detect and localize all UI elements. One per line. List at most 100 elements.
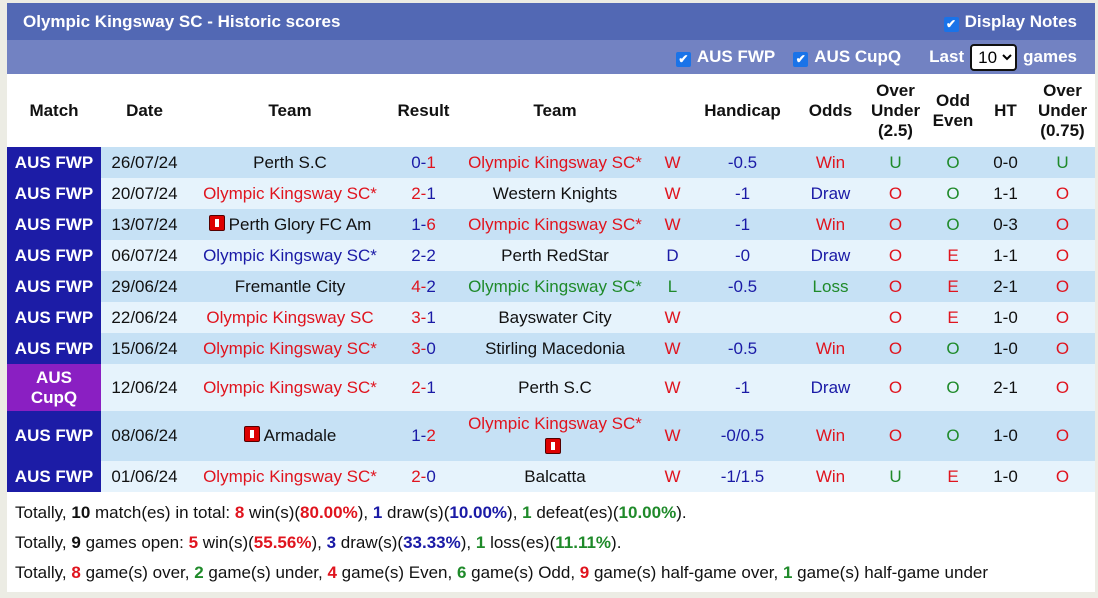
over-under-075-value: O xyxy=(1030,178,1095,209)
half-time-score: 1-0 xyxy=(981,333,1030,364)
home-team-cell[interactable]: Olympic Kingsway SC* xyxy=(188,240,392,271)
checkbox-checked-icon[interactable]: ✔ xyxy=(793,52,809,67)
odd-even-value: E xyxy=(925,240,981,271)
filter-aus-cupq[interactable]: ✔ AUS CupQ xyxy=(793,47,901,67)
odds-result: Draw xyxy=(795,240,866,271)
away-team-cell[interactable]: Olympic Kingsway SC* xyxy=(455,147,655,178)
home-team-cell[interactable]: Perth S.C xyxy=(188,147,392,178)
odd-even-value: E xyxy=(925,302,981,333)
odds-result xyxy=(795,302,866,333)
result-score: 0-1 xyxy=(392,147,455,178)
summary-segment: match(es) in total: xyxy=(90,503,235,522)
over-under-value: O xyxy=(866,333,925,364)
summary-segment: ). xyxy=(611,533,622,552)
away-team-cell[interactable]: Western Knights xyxy=(455,178,655,209)
away-team-cell[interactable]: Stirling Macedonia xyxy=(455,333,655,364)
over-under-value: O xyxy=(866,364,925,411)
filter-aus-fwp[interactable]: ✔ AUS FWP xyxy=(675,47,775,67)
away-team-cell[interactable]: Bayswater City xyxy=(455,302,655,333)
home-team-cell[interactable]: Olympic Kingsway SC* xyxy=(188,333,392,364)
home-score: 2 xyxy=(411,183,421,203)
away-score: 1 xyxy=(426,377,436,397)
odds-result: Draw xyxy=(795,178,866,209)
summary-segment: 1 xyxy=(475,533,486,552)
odd-even-value: O xyxy=(925,364,981,411)
table-row[interactable]: AUS FWP 29/06/24 Fremantle City 4-2 Olympic … xyxy=(7,271,1095,302)
last-games-select[interactable]: 10 xyxy=(970,43,1018,71)
table-row[interactable]: AUS FWP 22/06/24 Olympic Kingsway SC 3-1 Bay… xyxy=(7,302,1095,333)
match-outcome: W xyxy=(655,411,690,461)
away-score: 1 xyxy=(426,152,436,172)
away-team-cell[interactable]: Olympic Kingsway SC* xyxy=(455,209,655,240)
away-team-cell[interactable]: Olympic Kingsway SC* xyxy=(455,271,655,302)
over-under-075-value: U xyxy=(1030,147,1095,178)
table-row[interactable]: AUS FWP 13/07/24 Perth Glory FC Am 1-6 Olymp… xyxy=(7,209,1095,240)
away-score: 2 xyxy=(426,426,436,445)
summary-segment: 9 xyxy=(579,563,590,582)
away-team-name: Bayswater City xyxy=(498,307,612,327)
home-team-cell[interactable]: Fremantle City xyxy=(188,271,392,302)
home-score: 3 xyxy=(411,338,421,358)
table-row[interactable]: AUS FWP 01/06/24 Olympic Kingsway SC* 2-0 Ba… xyxy=(7,461,1095,492)
away-team-cell[interactable]: Perth S.C xyxy=(455,364,655,411)
home-score: 2 xyxy=(411,377,421,397)
table-row[interactable]: AUS FWP 08/06/24 Armadale 1-2 Olympic Kingsw… xyxy=(7,411,1095,461)
table-row[interactable]: AUS FWP 15/06/24 Olympic Kingsway SC* 3-0 St… xyxy=(7,333,1095,364)
home-score: 2 xyxy=(411,466,421,486)
home-team-cell[interactable]: Olympic Kingsway SC* xyxy=(188,178,392,209)
match-date: 22/06/24 xyxy=(101,302,188,333)
filter-bar: ✔ AUS FWP ✔ AUS CupQ Last 10 games xyxy=(7,40,1095,74)
column-header-odds: Odds xyxy=(808,100,853,120)
home-team-name: Armadale xyxy=(263,426,337,445)
panel-title: Olympic Kingsway SC - Historic scores xyxy=(23,11,341,31)
home-team-cell[interactable]: Olympic Kingsway SC xyxy=(188,302,392,333)
half-time-score: 1-0 xyxy=(981,302,1030,333)
checkbox-checked-icon[interactable]: ✔ xyxy=(675,52,691,67)
handicap-value: -1 xyxy=(690,178,795,209)
handicap-value: -0.5 xyxy=(690,147,795,178)
away-team-cell[interactable]: Perth RedStar xyxy=(455,240,655,271)
games-label: games xyxy=(1023,47,1077,66)
result-score: 2-2 xyxy=(392,240,455,271)
home-team-cell[interactable]: Armadale xyxy=(188,411,392,461)
column-header-result: Result xyxy=(397,100,450,120)
column-header-match: Match xyxy=(29,100,79,120)
summary-segment: game(s) over, xyxy=(80,563,195,582)
home-team-cell[interactable]: Perth Glory FC Am xyxy=(188,209,392,240)
result-score: 3-1 xyxy=(392,302,455,333)
table-row[interactable]: AUS FWP 20/07/24 Olympic Kingsway SC* 2-1 We… xyxy=(7,178,1095,209)
score-separator: - xyxy=(420,338,427,358)
handicap-value: -0.5 xyxy=(690,271,795,302)
match-outcome: W xyxy=(655,147,690,178)
away-score: 6 xyxy=(426,214,436,234)
half-time-score: 2-1 xyxy=(981,271,1030,302)
scores-table: Match Date Team Result Team Handicap Odds Over U… xyxy=(7,74,1095,492)
match-league-badge: AUS FWP xyxy=(7,271,101,302)
home-team-name: Perth Glory FC Am xyxy=(228,214,372,234)
away-team-cell[interactable]: Balcatta xyxy=(455,461,655,492)
over-under-value: O xyxy=(866,240,925,271)
table-row[interactable]: AUS FWP 26/07/24 Perth S.C 0-1 Olympic Kings… xyxy=(7,147,1095,178)
last-label: Last xyxy=(929,47,965,66)
table-row[interactable]: AUS FWP 06/07/24 Olympic Kingsway SC* 2-2 Pe… xyxy=(7,240,1095,271)
table-row[interactable]: AUS CupQ 12/06/24 Olympic Kingsway SC* 2-1 Pe… xyxy=(7,364,1095,411)
half-time-score: 2-1 xyxy=(981,364,1030,411)
match-date: 15/06/24 xyxy=(101,333,188,364)
home-team-cell[interactable]: Olympic Kingsway SC* xyxy=(188,461,392,492)
column-header-home-team: Team xyxy=(268,100,312,120)
half-time-score: 1-0 xyxy=(981,461,1030,492)
home-team-name: Olympic Kingsway SC* xyxy=(203,183,377,203)
home-score: 0 xyxy=(411,152,421,172)
odd-even-value: O xyxy=(925,178,981,209)
over-under-075-value: O xyxy=(1030,411,1095,461)
away-team-cell[interactable]: Olympic Kingsway SC* xyxy=(455,411,655,461)
score-separator: - xyxy=(420,276,427,296)
match-date: 08/06/24 xyxy=(101,411,188,461)
checkbox-checked-icon[interactable]: ✔ xyxy=(943,16,959,32)
summary-segment: 3 xyxy=(326,533,337,552)
display-notes-toggle[interactable]: ✔ Display Notes xyxy=(943,12,1077,32)
away-score: 1 xyxy=(426,183,436,203)
summary-segment: 33.33% xyxy=(403,533,461,552)
home-team-cell[interactable]: Olympic Kingsway SC* xyxy=(188,364,392,411)
odd-even-value: O xyxy=(925,147,981,178)
